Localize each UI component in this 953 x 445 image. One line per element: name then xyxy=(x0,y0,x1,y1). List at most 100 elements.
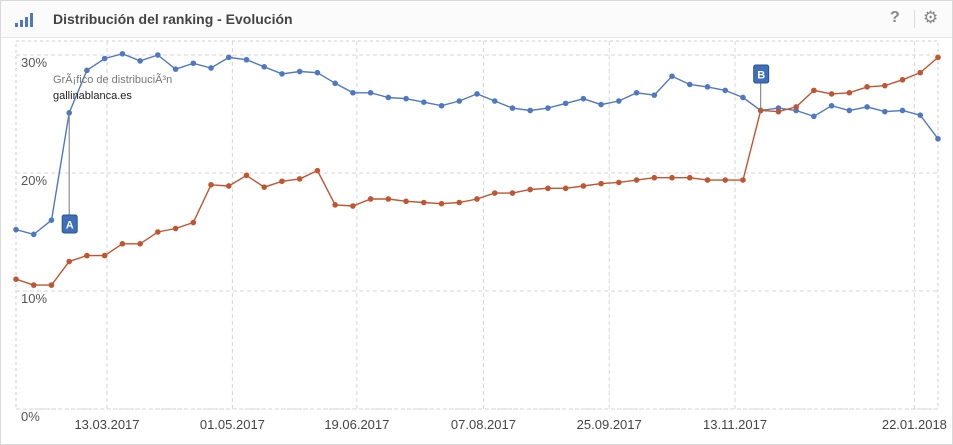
series-2-point[interactable] xyxy=(296,176,303,182)
series-2-point[interactable] xyxy=(350,203,356,209)
series-2-point[interactable] xyxy=(66,258,72,265)
series-1-point[interactable] xyxy=(669,73,675,80)
series-1-point[interactable] xyxy=(811,113,817,120)
series-1-point[interactable] xyxy=(527,107,533,114)
series-1-point[interactable] xyxy=(545,105,551,111)
series-1-point[interactable] xyxy=(155,52,161,58)
series-2-point[interactable] xyxy=(580,183,587,189)
series-1-point[interactable] xyxy=(350,89,356,96)
series-1-point[interactable] xyxy=(562,100,569,107)
series-1-point[interactable] xyxy=(616,98,622,104)
series-1-point[interactable] xyxy=(30,231,37,238)
series-2-point[interactable] xyxy=(882,82,888,89)
series-1-point[interactable] xyxy=(296,68,303,75)
series-2-point[interactable] xyxy=(84,252,90,259)
gear-icon[interactable]: ⚙ xyxy=(923,8,939,27)
series-1-point[interactable] xyxy=(598,101,604,108)
series-2-point[interactable] xyxy=(686,174,693,181)
series-2-point[interactable] xyxy=(864,84,870,90)
series-2-point[interactable] xyxy=(935,54,941,61)
series-1-point[interactable] xyxy=(84,67,90,74)
series-2-point[interactable] xyxy=(172,225,179,232)
series-2-point[interactable] xyxy=(704,177,711,183)
annotation-flag[interactable] xyxy=(753,64,770,84)
series-2-point[interactable] xyxy=(30,282,37,288)
series-1-point[interactable] xyxy=(261,64,268,70)
series-1-point[interactable] xyxy=(243,56,250,63)
series-1-point[interactable] xyxy=(279,71,285,77)
series-2-point[interactable] xyxy=(403,198,409,205)
series-2-point[interactable] xyxy=(208,182,214,188)
series-1-point[interactable] xyxy=(172,66,179,72)
series-2-point[interactable] xyxy=(651,174,658,181)
series-1-point[interactable] xyxy=(332,80,338,87)
series-2-point[interactable] xyxy=(562,185,569,192)
series-1-point[interactable] xyxy=(208,65,214,71)
series-2-point[interactable] xyxy=(899,76,906,83)
series-1-point[interactable] xyxy=(119,51,126,57)
series-1-point[interactable] xyxy=(190,60,197,67)
series-2-point[interactable] xyxy=(137,241,143,247)
series-1-point[interactable] xyxy=(651,92,658,98)
annotation-flag[interactable] xyxy=(61,214,78,234)
series-1-point[interactable] xyxy=(828,102,835,109)
series-2-point[interactable] xyxy=(101,252,108,259)
series-2-point[interactable] xyxy=(385,196,392,202)
series-1-point[interactable] xyxy=(385,94,392,101)
series-1-point[interactable] xyxy=(882,108,888,115)
series-2-point[interactable] xyxy=(846,89,853,96)
series-2-point[interactable] xyxy=(279,178,285,185)
series-2-point[interactable] xyxy=(13,276,19,282)
series-2-point[interactable] xyxy=(793,104,799,110)
series-1-point[interactable] xyxy=(704,84,711,90)
series-2-point[interactable] xyxy=(917,69,924,76)
series-2-point[interactable] xyxy=(155,229,161,235)
series-2-point[interactable] xyxy=(261,184,268,190)
series-2-point[interactable] xyxy=(314,167,321,174)
series-2-point[interactable] xyxy=(616,179,622,186)
series-2-point[interactable] xyxy=(119,241,126,247)
series-1-point[interactable] xyxy=(66,110,72,116)
series-2-point[interactable] xyxy=(491,190,498,196)
series-1-point[interactable] xyxy=(491,98,498,104)
series-1-point[interactable] xyxy=(917,112,924,118)
series-1-point[interactable] xyxy=(456,98,463,104)
series-1-point[interactable] xyxy=(722,87,729,94)
series-1-point[interactable] xyxy=(740,94,746,101)
series-1-point[interactable] xyxy=(225,54,232,61)
series-2-point[interactable] xyxy=(225,183,232,189)
series-2-point[interactable] xyxy=(740,177,746,183)
series-1-point[interactable] xyxy=(137,58,143,64)
series-2-point[interactable] xyxy=(545,185,551,192)
series-2-point[interactable] xyxy=(367,196,374,202)
series-2-point[interactable] xyxy=(722,177,729,183)
series-2-point[interactable] xyxy=(190,219,197,226)
series-1-point[interactable] xyxy=(633,89,640,96)
series-2-point[interactable] xyxy=(598,180,604,187)
series-1-point[interactable] xyxy=(846,107,853,114)
series-2-point[interactable] xyxy=(243,172,250,179)
series-2-point[interactable] xyxy=(48,282,55,288)
series-2-point[interactable] xyxy=(811,87,817,94)
series-1-point[interactable] xyxy=(935,135,941,142)
series-1-point[interactable] xyxy=(509,105,516,111)
series-1-point[interactable] xyxy=(48,217,55,223)
series-2-point[interactable] xyxy=(509,190,516,196)
series-1-point[interactable] xyxy=(101,55,108,62)
series-2-point[interactable] xyxy=(438,200,445,207)
series-1-point[interactable] xyxy=(864,104,870,110)
series-1-point[interactable] xyxy=(686,81,693,88)
series-1-point[interactable] xyxy=(403,95,409,102)
series-1-point[interactable] xyxy=(438,102,445,109)
series-2-point[interactable] xyxy=(775,108,782,115)
series-2-point[interactable] xyxy=(633,177,640,183)
series-2-point[interactable] xyxy=(474,196,480,202)
series-2-point[interactable] xyxy=(421,199,427,206)
series-1-point[interactable] xyxy=(314,69,321,76)
series-1-point[interactable] xyxy=(367,89,374,96)
series-2-point[interactable] xyxy=(456,199,463,206)
series-1-point[interactable] xyxy=(899,107,906,114)
series-1-point[interactable] xyxy=(580,95,587,102)
series-2-point[interactable] xyxy=(332,202,338,208)
series-1-point[interactable] xyxy=(13,226,19,233)
